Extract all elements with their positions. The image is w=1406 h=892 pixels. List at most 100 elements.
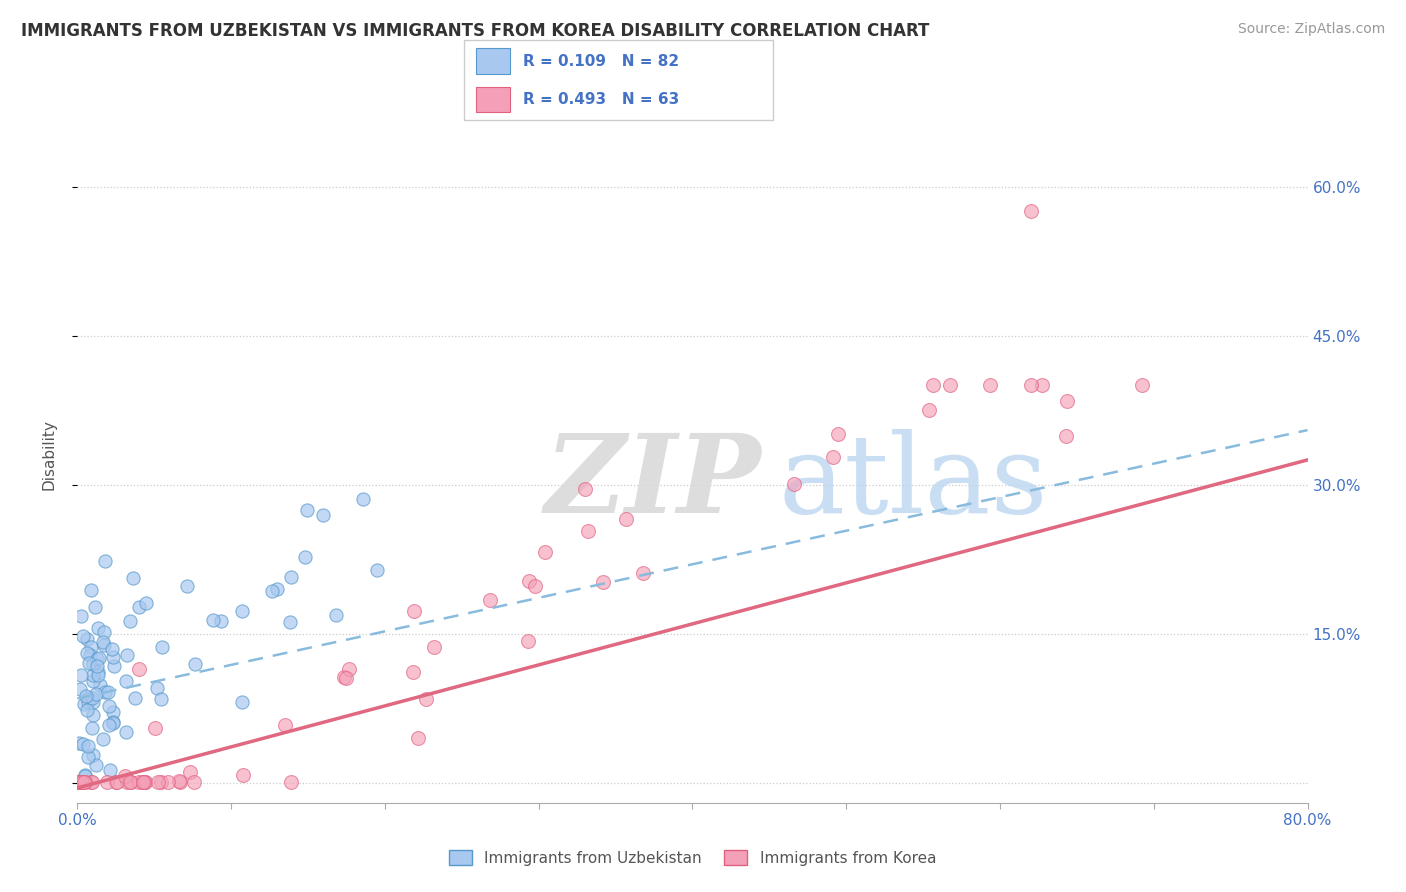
Point	[408, 731, 430, 745]
Point	[82, 657, 104, 671]
Point	[89, 650, 111, 665]
Point	[1019, 378, 1042, 392]
Y-axis label: Disability: Disability	[42, 419, 56, 491]
Point	[118, 614, 141, 628]
Point	[115, 775, 138, 789]
Point	[93, 625, 115, 640]
Point	[146, 681, 169, 695]
Text: Source: ZipAtlas.com: Source: ZipAtlas.com	[1237, 22, 1385, 37]
Point	[96, 775, 118, 789]
Point	[827, 427, 849, 442]
Text: atlas: atlas	[779, 429, 1049, 536]
Point	[69, 682, 91, 697]
FancyBboxPatch shape	[477, 48, 510, 74]
Point	[89, 678, 111, 692]
Point	[332, 670, 354, 684]
Point	[1056, 393, 1078, 408]
Point	[922, 378, 945, 392]
Point	[335, 671, 357, 685]
Point	[124, 691, 146, 706]
Point	[80, 775, 103, 789]
Point	[82, 690, 104, 705]
Point	[118, 775, 141, 789]
Point	[73, 698, 96, 712]
Point	[87, 665, 110, 680]
Point	[115, 648, 138, 663]
Text: IMMIGRANTS FROM UZBEKISTAN VS IMMIGRANTS FROM KOREA DISABILITY CORRELATION CHART: IMMIGRANTS FROM UZBEKISTAN VS IMMIGRANTS…	[21, 22, 929, 40]
Point	[82, 674, 104, 689]
Legend: Immigrants from Uzbekistan, Immigrants from Korea: Immigrants from Uzbekistan, Immigrants f…	[443, 844, 942, 871]
Point	[179, 764, 201, 779]
Point	[98, 699, 121, 714]
Point	[402, 604, 425, 618]
Point	[76, 749, 98, 764]
Point	[72, 628, 94, 642]
Point	[103, 659, 125, 673]
Point	[75, 775, 97, 789]
Point	[73, 768, 96, 782]
Point	[80, 582, 103, 597]
Point	[82, 721, 104, 735]
Point	[82, 695, 104, 709]
Point	[67, 736, 90, 750]
Point	[93, 638, 115, 652]
Point	[209, 614, 232, 628]
Point	[294, 550, 316, 565]
Point	[979, 378, 1001, 392]
Point	[783, 476, 806, 491]
Point	[75, 770, 97, 784]
Point	[70, 608, 93, 623]
Point	[519, 574, 541, 589]
Point	[101, 642, 124, 657]
Point	[366, 563, 388, 577]
Point	[156, 775, 179, 789]
Text: R = 0.493   N = 63: R = 0.493 N = 63	[523, 92, 679, 107]
Point	[98, 718, 121, 732]
Point	[134, 775, 156, 789]
Text: ZIP: ZIP	[546, 429, 762, 536]
Point	[77, 739, 100, 753]
Point	[70, 775, 93, 789]
Point	[146, 775, 169, 789]
Point	[82, 667, 104, 681]
Point	[918, 403, 941, 417]
Point	[101, 715, 124, 730]
Text: R = 0.109   N = 82: R = 0.109 N = 82	[523, 54, 679, 69]
Point	[614, 512, 637, 526]
Point	[128, 600, 150, 615]
Point	[105, 775, 128, 789]
Point	[93, 732, 115, 747]
Point	[67, 775, 90, 789]
Point	[169, 775, 191, 789]
Point	[114, 769, 136, 783]
Point	[128, 775, 150, 789]
Point	[80, 640, 103, 655]
Point	[134, 596, 156, 610]
Point	[91, 635, 114, 649]
Point	[94, 554, 117, 568]
Point	[79, 648, 101, 663]
Point	[231, 695, 253, 709]
Point	[325, 607, 347, 622]
Point	[82, 747, 104, 762]
Point	[94, 685, 117, 699]
Point	[128, 663, 150, 677]
Point	[72, 737, 94, 751]
Point	[516, 633, 538, 648]
Point	[76, 646, 98, 660]
Point	[266, 582, 288, 596]
Point	[422, 640, 444, 655]
Point	[150, 775, 173, 789]
Point	[295, 503, 318, 517]
Point	[67, 775, 90, 789]
Point	[82, 708, 104, 723]
Point	[262, 583, 284, 598]
Point	[231, 604, 253, 618]
Point	[821, 450, 844, 465]
Point	[337, 662, 360, 676]
Point	[402, 665, 425, 680]
Point	[86, 668, 108, 682]
Point	[105, 775, 128, 789]
Point	[176, 579, 198, 593]
Point	[101, 705, 124, 719]
